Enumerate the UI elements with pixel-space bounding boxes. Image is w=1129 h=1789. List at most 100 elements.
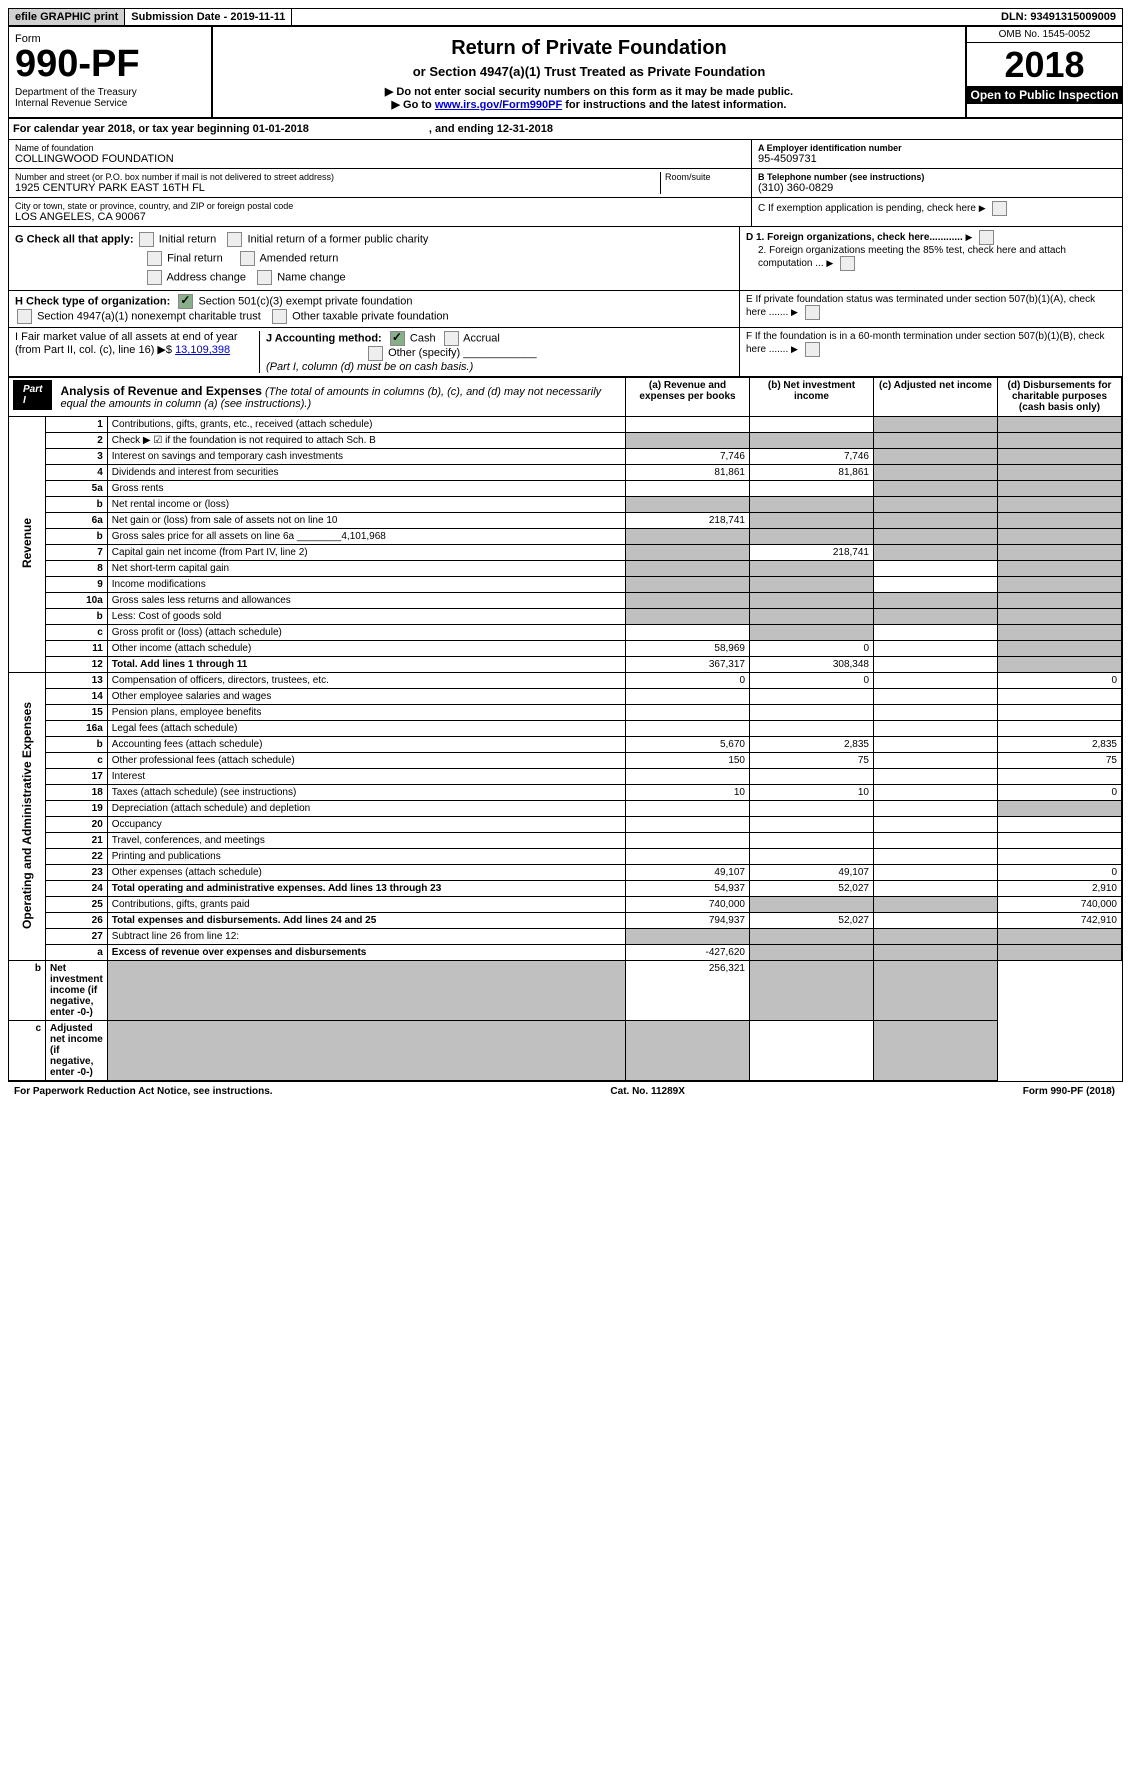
submission-date: Submission Date - 2019-11-11 bbox=[125, 9, 292, 25]
table-row: aExcess of revenue over expenses and dis… bbox=[9, 945, 1122, 961]
cell-a: 150 bbox=[626, 753, 750, 769]
street-address: 1925 CENTURY PARK EAST 16TH FL bbox=[15, 182, 660, 194]
table-row: 5aGross rents bbox=[9, 481, 1122, 497]
cell-a bbox=[626, 705, 750, 721]
row-number: c bbox=[46, 625, 108, 641]
cb-4947[interactable] bbox=[17, 309, 32, 324]
cell-a bbox=[626, 561, 750, 577]
cb-accrual[interactable] bbox=[444, 331, 459, 346]
cell-b bbox=[750, 577, 874, 593]
row-number: b bbox=[9, 961, 46, 1021]
irs-link[interactable]: www.irs.gov/Form990PF bbox=[435, 99, 562, 111]
row-number: 2 bbox=[46, 433, 108, 449]
cell-d bbox=[874, 961, 998, 1021]
g-check-all: G Check all that apply: Initial return I… bbox=[15, 230, 733, 249]
cell-a: 49,107 bbox=[626, 865, 750, 881]
table-row: 15Pension plans, employee benefits bbox=[9, 705, 1122, 721]
cell-a bbox=[626, 593, 750, 609]
cell-a bbox=[626, 545, 750, 561]
phone-cell: B Telephone number (see instructions) (3… bbox=[752, 169, 1122, 198]
row-number: 6a bbox=[46, 513, 108, 529]
tax-year: 2018 bbox=[967, 43, 1122, 86]
section-h-e: H Check type of organization: Section 50… bbox=[9, 291, 1122, 328]
foundation-name: COLLINGWOOD FOUNDATION bbox=[15, 153, 745, 165]
cell-c bbox=[874, 785, 998, 801]
row-desc: Excess of revenue over expenses and disb… bbox=[107, 945, 625, 961]
efile-print[interactable]: efile GRAPHIC print bbox=[9, 9, 125, 25]
cell-c bbox=[874, 881, 998, 897]
cb-initial-former[interactable] bbox=[227, 232, 242, 247]
checkbox-c[interactable] bbox=[992, 201, 1007, 216]
cell-c bbox=[874, 625, 998, 641]
cell-a bbox=[626, 721, 750, 737]
cb-address[interactable] bbox=[147, 270, 162, 285]
cb-initial[interactable] bbox=[139, 232, 154, 247]
cell-a bbox=[626, 769, 750, 785]
cb-amended[interactable] bbox=[240, 251, 255, 266]
cell-c bbox=[874, 417, 998, 433]
cb-name[interactable] bbox=[257, 270, 272, 285]
cell-d bbox=[998, 833, 1122, 849]
table-row: 21Travel, conferences, and meetings bbox=[9, 833, 1122, 849]
cell-b bbox=[750, 561, 874, 577]
cell-b: 81,861 bbox=[750, 465, 874, 481]
cell-c bbox=[874, 433, 998, 449]
cell-c bbox=[874, 641, 998, 657]
cell-c bbox=[874, 545, 998, 561]
cb-other-method[interactable] bbox=[368, 346, 383, 361]
cb-d1[interactable] bbox=[979, 230, 994, 245]
cell-d bbox=[998, 721, 1122, 737]
row-number: 7 bbox=[46, 545, 108, 561]
cell-d bbox=[998, 513, 1122, 529]
ein-cell: A Employer identification number 95-4509… bbox=[752, 140, 1122, 169]
row-desc: Other employee salaries and wages bbox=[107, 689, 625, 705]
row-number: 1 bbox=[46, 417, 108, 433]
table-row: 25Contributions, gifts, grants paid740,0… bbox=[9, 897, 1122, 913]
table-row: 9Income modifications bbox=[9, 577, 1122, 593]
cell-b: 0 bbox=[750, 641, 874, 657]
cell-b bbox=[750, 593, 874, 609]
cb-e[interactable] bbox=[805, 305, 820, 320]
row-number: b bbox=[46, 529, 108, 545]
table-row: 3Interest on savings and temporary cash … bbox=[9, 449, 1122, 465]
cell-a bbox=[626, 929, 750, 945]
table-row: 17Interest bbox=[9, 769, 1122, 785]
cell-b bbox=[750, 769, 874, 785]
table-row: cGross profit or (loss) (attach schedule… bbox=[9, 625, 1122, 641]
cb-501c3[interactable] bbox=[178, 294, 193, 309]
calendar-year: For calendar year 2018, or tax year begi… bbox=[9, 119, 1122, 140]
cell-d bbox=[998, 433, 1122, 449]
row-desc: Other professional fees (attach schedule… bbox=[107, 753, 625, 769]
row-desc: Net gain or (loss) from sale of assets n… bbox=[107, 513, 625, 529]
cb-other-tax[interactable] bbox=[272, 309, 287, 324]
row-desc: Total. Add lines 1 through 11 bbox=[107, 657, 625, 673]
cell-a: 740,000 bbox=[626, 897, 750, 913]
cell-a: 10 bbox=[626, 785, 750, 801]
goto-line: ▶ Go to www.irs.gov/Form990PF for instru… bbox=[219, 98, 959, 111]
cb-d2[interactable] bbox=[840, 256, 855, 271]
cell-d: 0 bbox=[998, 673, 1122, 689]
col-c: (c) Adjusted net income bbox=[874, 378, 998, 417]
row-desc: Other income (attach schedule) bbox=[107, 641, 625, 657]
cell-d: 0 bbox=[998, 785, 1122, 801]
row-desc: Check ▶ ☑ if the foundation is not requi… bbox=[107, 433, 625, 449]
row-desc: Accounting fees (attach schedule) bbox=[107, 737, 625, 753]
cell-b bbox=[750, 497, 874, 513]
cell-b bbox=[750, 705, 874, 721]
row-desc: Less: Cost of goods sold bbox=[107, 609, 625, 625]
part1-table: Part I Analysis of Revenue and Expenses … bbox=[9, 377, 1122, 1081]
row-desc: Depreciation (attach schedule) and deple… bbox=[107, 801, 625, 817]
cell-c bbox=[874, 513, 998, 529]
cell-a bbox=[107, 961, 625, 1021]
cb-cash[interactable] bbox=[390, 331, 405, 346]
table-row: 10aGross sales less returns and allowanc… bbox=[9, 593, 1122, 609]
col-a: (a) Revenue and expenses per books bbox=[626, 378, 750, 417]
cell-b: 256,321 bbox=[626, 961, 750, 1021]
cb-f[interactable] bbox=[805, 342, 820, 357]
cell-b bbox=[750, 689, 874, 705]
form-number: 990-PF bbox=[15, 45, 205, 83]
cb-final[interactable] bbox=[147, 251, 162, 266]
cell-c bbox=[874, 913, 998, 929]
row-number: 3 bbox=[46, 449, 108, 465]
cell-c bbox=[874, 817, 998, 833]
